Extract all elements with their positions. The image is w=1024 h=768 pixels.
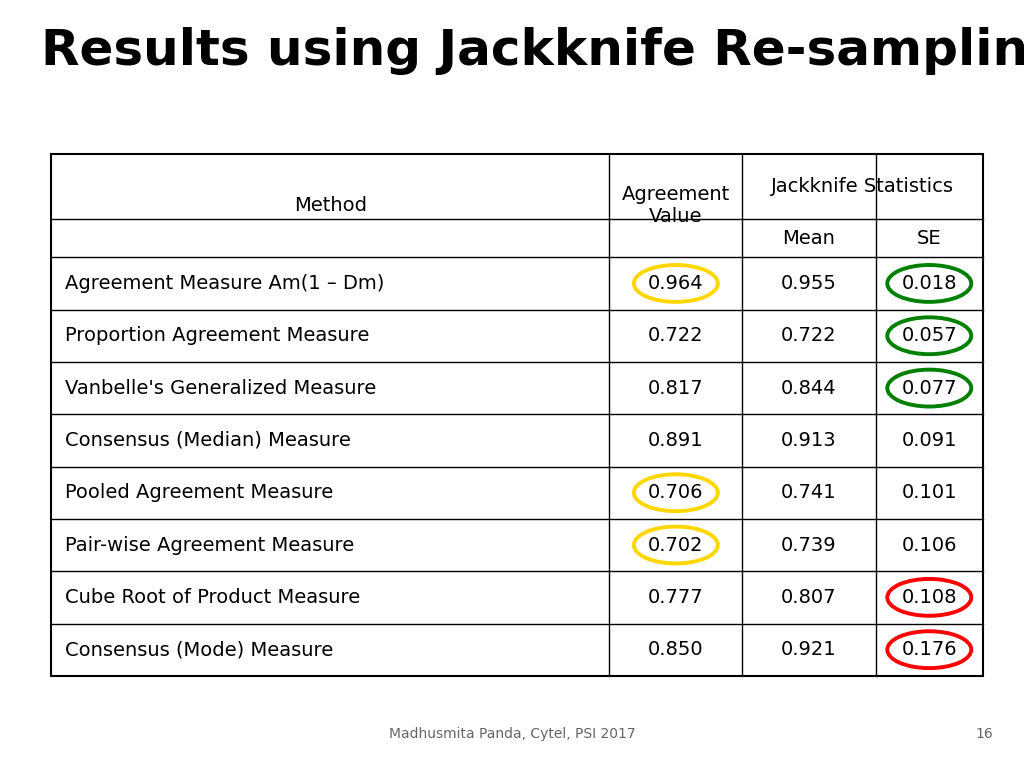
Text: 0.807: 0.807: [781, 588, 837, 607]
Text: 0.077: 0.077: [901, 379, 957, 398]
Text: 0.702: 0.702: [648, 535, 703, 554]
Text: Consensus (Mode) Measure: Consensus (Mode) Measure: [65, 641, 333, 659]
Text: Mean: Mean: [782, 229, 836, 247]
Text: Consensus (Median) Measure: Consensus (Median) Measure: [65, 431, 350, 450]
Text: 0.106: 0.106: [901, 535, 957, 554]
Text: Method: Method: [294, 196, 367, 215]
Text: Pair-wise Agreement Measure: Pair-wise Agreement Measure: [65, 535, 353, 554]
Text: 0.722: 0.722: [781, 326, 837, 346]
Text: SE: SE: [916, 229, 942, 247]
Text: 0.108: 0.108: [901, 588, 957, 607]
Text: 0.913: 0.913: [781, 431, 837, 450]
Text: 0.964: 0.964: [648, 274, 703, 293]
Text: 0.739: 0.739: [781, 535, 837, 554]
Text: 0.176: 0.176: [901, 641, 957, 659]
Text: Pooled Agreement Measure: Pooled Agreement Measure: [65, 483, 333, 502]
Text: Vanbelle's Generalized Measure: Vanbelle's Generalized Measure: [65, 379, 376, 398]
Text: 0.921: 0.921: [781, 641, 837, 659]
Text: 0.057: 0.057: [901, 326, 957, 346]
Text: Proportion Agreement Measure: Proportion Agreement Measure: [65, 326, 369, 346]
Text: 0.850: 0.850: [648, 641, 703, 659]
Text: 16: 16: [976, 727, 993, 741]
Text: 0.741: 0.741: [781, 483, 837, 502]
Text: 0.101: 0.101: [901, 483, 957, 502]
Text: Results using Jackknife Re-sampling: Results using Jackknife Re-sampling: [41, 27, 1024, 75]
Text: Jackknife Statistics: Jackknife Statistics: [771, 177, 954, 196]
Text: Agreement Measure Am(1 – Dm): Agreement Measure Am(1 – Dm): [65, 274, 384, 293]
Text: 0.955: 0.955: [781, 274, 837, 293]
Text: 0.722: 0.722: [648, 326, 703, 346]
Text: 0.891: 0.891: [648, 431, 703, 450]
Text: 0.091: 0.091: [901, 431, 957, 450]
Text: Madhusmita Panda, Cytel, PSI 2017: Madhusmita Panda, Cytel, PSI 2017: [389, 727, 635, 741]
Text: 0.018: 0.018: [901, 274, 957, 293]
Text: Agreement
Value: Agreement Value: [622, 185, 730, 226]
Text: 0.817: 0.817: [648, 379, 703, 398]
Text: 0.844: 0.844: [781, 379, 837, 398]
Text: 0.706: 0.706: [648, 483, 703, 502]
Text: 0.777: 0.777: [648, 588, 703, 607]
Text: Cube Root of Product Measure: Cube Root of Product Measure: [65, 588, 359, 607]
